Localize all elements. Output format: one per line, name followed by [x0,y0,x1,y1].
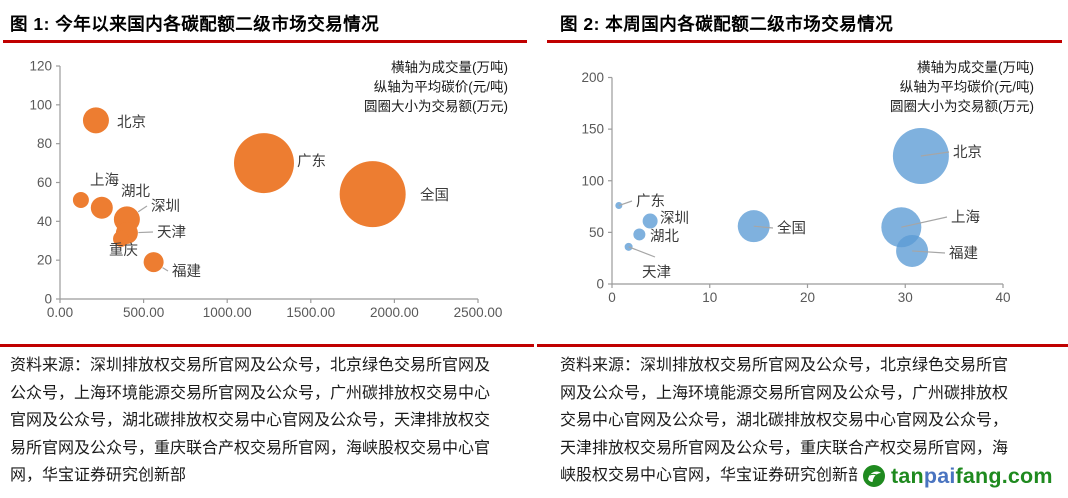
y-tick-label: 50 [589,225,604,240]
point-label: 重庆 [109,242,138,259]
figure-1-title: 图 1: 今年以来国内各碳配额二级市场交易情况 [10,14,380,34]
y-tick-label: 20 [37,253,52,268]
point-label: 全国 [420,186,449,204]
leader-line [628,246,656,258]
bubble-point [624,242,633,251]
x-tick-label: 500.00 [123,305,164,320]
leader-line [920,151,950,157]
leader-line [912,250,946,254]
x-tick-label: 1500.00 [286,305,335,320]
x-tick-label: 10 [702,290,717,305]
leader-line [162,267,169,272]
chart-annotation-line: 横轴为成交量(万吨) [917,59,1034,75]
y-tick-label: 100 [29,97,52,112]
figure-1-source: 资料来源：深圳排放权交易所官网及公众号，北京绿色交易所官网及 公众号，上海环境能… [10,357,491,484]
y-tick-label: 0 [596,277,604,292]
point-label: 广东 [636,193,665,210]
x-tick-label: 2500.00 [454,305,503,320]
bubble-point [113,230,130,247]
point-label: 湖北 [650,228,679,245]
x-tick-label: 40 [995,290,1010,305]
watermark-text: tanpaifang.com [891,463,1053,488]
bubble-point [633,228,646,241]
point-label: 深圳 [151,198,180,215]
chart-annotation-line: 圆圈大小为交易额(万元) [890,98,1034,114]
x-tick-label: 20 [800,290,815,305]
leader-line [618,200,633,207]
x-tick-label: 0.00 [47,305,73,320]
tanpaifang-logo-icon [863,465,885,487]
leader-line [137,205,148,213]
x-tick-label: 2000.00 [370,305,419,320]
bubble-point [233,133,294,194]
chart-annotation-line: 纵轴为平均碳价(元/吨) [374,80,508,95]
figure-1-source-rule [0,344,534,347]
tanpaifang-watermark: tanpaifang.com [858,458,1057,494]
figure-2-title: 图 2: 本周国内各碳配额二级市场交易情况 [560,14,894,34]
point-label: 全国 [777,219,806,237]
figure-1-title-rule [3,40,527,43]
point-label: 北京 [953,144,982,161]
y-tick-label: 200 [581,70,604,85]
bubble-point [82,107,109,134]
bubble-point [737,210,770,243]
y-tick-label: 0 [44,292,52,307]
figure-2-source: 资料来源：深圳排放权交易所官网及公众号，北京绿色交易所官 网及公众号，上海环境能… [560,357,1009,484]
point-label: 湖北 [121,183,150,200]
x-tick-label: 30 [898,290,913,305]
chart-annotation-line: 纵轴为平均碳价(元/吨) [900,80,1034,95]
leader-line [138,231,154,234]
x-tick-label: 0 [608,290,616,305]
point-label: 天津 [642,264,671,281]
y-tick-label: 40 [37,214,52,229]
bubble-point [72,191,89,208]
point-label: 上海 [90,172,119,189]
bubble-point [339,161,406,228]
y-tick-label: 60 [37,175,52,190]
figure-2-panel: 图 2: 本周国内各碳配额二级市场交易情况 0 10 20 30 40 0 50 100 150… [534,0,1068,498]
bubble-chart-ytd: 0.00 500.00 1000.00 1500.00 2000.00 2500.00 0 2… [29,59,508,321]
chart-annotation-line: 横轴为成交量(万吨) [391,59,508,75]
point-label: 北京 [117,114,146,131]
bubble-chart-week: 0 10 20 30 40 0 50 100 150 200 横轴为成交量(万吨) 纵轴为平均碳价(元… [581,59,1034,305]
figure-2-source-rule [537,344,1068,347]
bubble-point [90,196,113,219]
point-label: 福建 [949,245,978,262]
figure-1-panel: 图 1: 今年以来国内各碳配额二级市场交易情况 0.00 500.00 1000.0… [0,14,534,484]
point-label: 福建 [172,263,201,280]
y-tick-label: 150 [581,122,604,137]
point-label: 广东 [297,153,326,170]
figure-2-title-rule [547,40,1062,43]
point-label: 深圳 [660,210,689,227]
chart-annotation-line: 圆圈大小为交易额(万元) [364,98,508,114]
bubble-point [143,252,164,273]
y-tick-label: 80 [37,136,52,151]
point-label: 天津 [157,224,186,241]
y-tick-label: 120 [29,59,52,74]
bubble-point [642,213,658,229]
leader-line [901,216,948,228]
point-label: 上海 [951,209,980,226]
x-tick-label: 1000.00 [203,305,252,320]
y-tick-label: 100 [581,173,604,188]
leader-line [753,225,774,229]
